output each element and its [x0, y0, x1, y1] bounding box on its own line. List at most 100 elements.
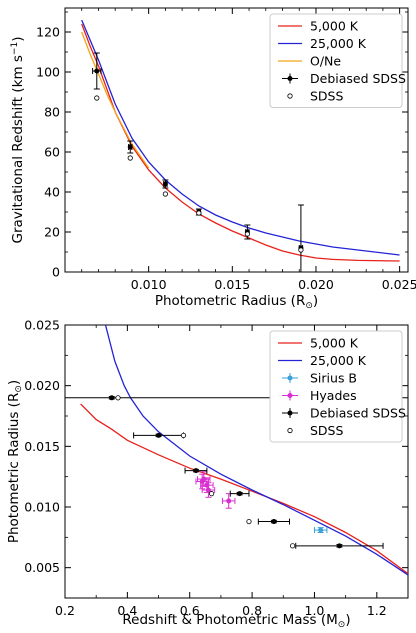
open-marker [246, 518, 252, 525]
legend-box [269, 13, 403, 108]
x-tick-label: 0.020 [298, 277, 334, 292]
data-point [257, 518, 291, 525]
y-tick-label: 60 [44, 145, 60, 160]
marker [94, 68, 100, 74]
marker [193, 468, 199, 474]
series-5-000-k [80, 403, 408, 575]
open-marker [208, 491, 215, 497]
x-tick-label: 1.0 [305, 603, 325, 618]
axes-frame [64, 7, 409, 273]
x-tick-label: 0.015 [214, 277, 250, 292]
data-point [133, 432, 184, 439]
open-marker [94, 95, 100, 101]
series-sdss [115, 395, 296, 549]
legend-label: Debiased SDSS [310, 406, 406, 421]
data-point [201, 482, 216, 498]
legend: 5,000 K 25,000 K O/Ne Debiased SDSS SDSS [269, 13, 406, 108]
marker [336, 543, 342, 549]
chart-panel-2: 0.2 0.4 0.6 0.8 1.0 1.2 0.005 0.010 0.015 0.020 0.… [6, 318, 409, 630]
data-point [127, 140, 134, 154]
marker [271, 519, 277, 525]
data-point [162, 179, 169, 189]
legend-label: 5,000 K [310, 336, 359, 351]
open-marker [290, 543, 296, 549]
series-line [104, 325, 408, 576]
marker [205, 487, 211, 493]
marker [226, 498, 232, 504]
legend-label: O/Ne [310, 54, 341, 69]
axes-frame [64, 324, 409, 599]
x-axis-label: Photometric Radius (R⊙) [155, 293, 318, 311]
marker [318, 527, 324, 533]
legend-label: SDSS [310, 89, 343, 104]
x-tick-label: 0.025 [382, 277, 416, 292]
open-marker [196, 210, 202, 216]
y-tick-label: 80 [44, 105, 60, 120]
legend-label: Sirius B [310, 371, 357, 386]
data-point [221, 493, 236, 509]
open-marker [244, 231, 250, 237]
plot-area [65, 325, 408, 576]
legend-swatch [287, 76, 293, 81]
marker [156, 432, 162, 438]
open-marker [162, 191, 168, 197]
data-point [92, 52, 102, 90]
chart-panel-1: 0.010 0.015 0.020 0.025 0 20 40 60 80 100 120 Photo… [10, 7, 416, 311]
legend-label: 25,000 K [310, 36, 367, 51]
legend-item: Debiased SDSS [282, 406, 406, 421]
legend-item: O/Ne [278, 54, 341, 69]
y-tick-label: 0.010 [24, 500, 60, 515]
marker [201, 476, 207, 482]
legend-item: 25,000 K [278, 353, 367, 368]
series-sdss [94, 95, 304, 253]
legend-item: 5,000 K [278, 336, 359, 351]
y-tick-label: 0 [52, 265, 60, 280]
y-tick-label: 40 [44, 185, 60, 200]
y-axis-label: Photometric Radius (R⊙) [6, 380, 24, 543]
y-tick-label: 100 [36, 65, 60, 80]
x-tick-label: 0.2 [55, 603, 75, 618]
data-point [184, 467, 208, 474]
legend-item: SDSS [287, 89, 343, 104]
data-point [295, 542, 384, 549]
x-tick-label: 0.010 [131, 277, 167, 292]
series-sirius-b [313, 527, 328, 534]
x-tick-label: 1.2 [367, 603, 387, 618]
open-marker [115, 395, 121, 401]
legend-swatch [287, 393, 293, 398]
legend-item: Debiased SDSS [282, 71, 406, 86]
legend-item: Hyades [282, 388, 357, 403]
legend-box [269, 330, 403, 443]
y-axis-label: Gravitational Redshift (km s−1) [10, 37, 26, 244]
series-25-000-k [104, 325, 408, 576]
x-tick-label: 0.8 [242, 603, 262, 618]
y-tick-label: 0.020 [24, 378, 60, 393]
legend-label: 5,000 K [310, 19, 359, 34]
legend-label: Debiased SDSS [310, 71, 406, 86]
marker [127, 144, 133, 150]
series-debiased-sdss [92, 52, 304, 272]
legend-item: Sirius B [282, 371, 357, 386]
open-marker [127, 155, 133, 161]
y-tick-label: 20 [44, 225, 60, 240]
y-tick-label: 0.015 [24, 439, 60, 454]
legend-item: 25,000 K [278, 36, 367, 51]
x-axis-label: Redshift & Photometric Mass (M⊙) [122, 612, 350, 630]
series-line [81, 19, 400, 256]
x-tick-label: 0.6 [180, 603, 200, 618]
legend-label: 25,000 K [310, 353, 367, 368]
plot-area [81, 19, 400, 272]
open-marker [298, 247, 304, 253]
series-25-000-k [81, 19, 400, 256]
legend-swatch [287, 410, 293, 416]
y-tick-label: 120 [36, 25, 60, 40]
data-point [313, 527, 328, 534]
x-tick-label: 0.4 [117, 603, 137, 618]
marker [162, 181, 168, 187]
series-hyades [195, 471, 236, 509]
legend-item: 5,000 K [278, 19, 359, 34]
y-tick-label: 0.025 [24, 318, 60, 333]
marker [109, 395, 115, 401]
legend: 5,000 K 25,000 K Sirius B Hyades Debiased SD… [269, 330, 406, 443]
